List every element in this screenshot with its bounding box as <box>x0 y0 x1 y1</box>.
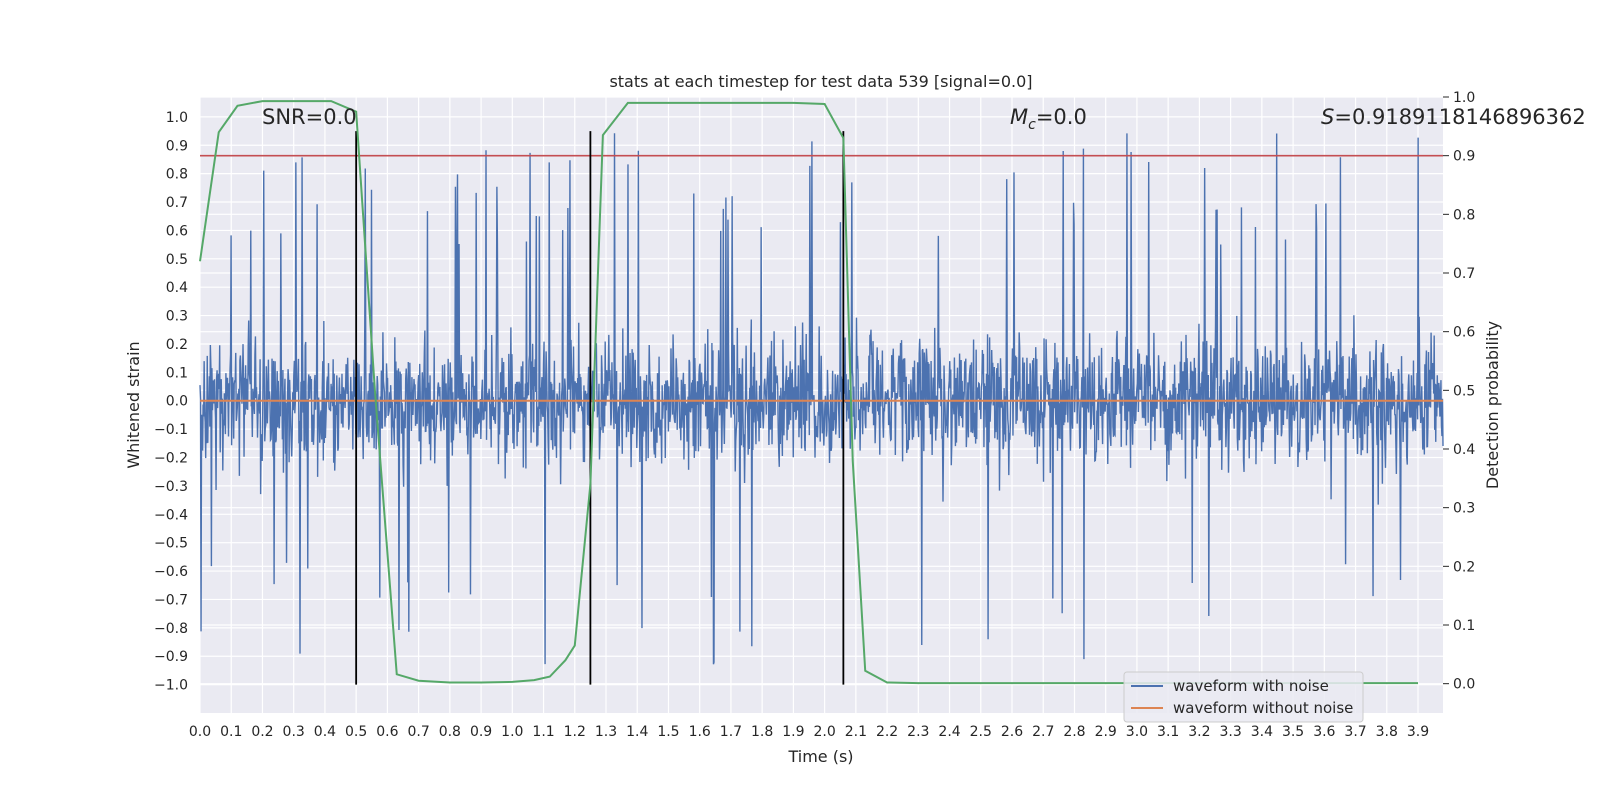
y-axis-label: Whitened strain <box>124 341 143 468</box>
y-tick-label: 0.6 <box>166 223 188 239</box>
y2-tick-label: 0.3 <box>1453 501 1475 517</box>
snr-annotation: SNR=0.0 <box>262 105 357 129</box>
x-tick-label: 0.7 <box>407 724 429 740</box>
x-tick-label: 1.2 <box>564 724 586 740</box>
y2-axis-label: Detection probability <box>1483 321 1502 489</box>
x-tick-label: 1.8 <box>751 724 773 740</box>
x-tick-label: 3.0 <box>1126 724 1148 740</box>
x-tick-label: 3.3 <box>1219 724 1241 740</box>
x-tick-label: 1.7 <box>720 724 742 740</box>
x-tick-label: 1.5 <box>657 724 679 740</box>
y-tick-label: −0.6 <box>154 564 188 580</box>
x-tick-label: 1.1 <box>532 724 554 740</box>
y2-tick-label: 0.0 <box>1453 677 1475 693</box>
y2-tick-label: 0.7 <box>1453 266 1475 282</box>
x-tick-label: 2.7 <box>1032 724 1054 740</box>
y2-tick-label: 1.0 <box>1453 90 1475 106</box>
y2-tick-labels: 1.0 0.9 0.8 0.7 0.6 0.5 0.4 0.3 0.2 0.1 0.0 <box>1443 90 1475 693</box>
series-detection-probability <box>199 100 1419 685</box>
y-tick-label: −0.1 <box>154 422 188 438</box>
y2-tick-label: 0.6 <box>1453 325 1475 341</box>
s-symbol: S <box>1321 105 1334 129</box>
y-tick-label: −0.7 <box>154 592 188 608</box>
x-tick-label: 2.4 <box>938 724 960 740</box>
mc-symbol: M <box>1010 105 1028 129</box>
x-tick-label: 3.4 <box>1251 724 1273 740</box>
legend-label-noise: waveform with noise <box>1173 677 1329 695</box>
s-annotation: S=0.9189118146896362 <box>1321 105 1586 129</box>
y-tick-label: −0.5 <box>154 536 188 552</box>
x-tick-label: 0.0 <box>189 724 211 740</box>
y-tick-label: 0.0 <box>166 394 188 410</box>
x-tick-label: 2.2 <box>876 724 898 740</box>
mc-subscript: c <box>1028 117 1036 133</box>
x-tick-labels: 0.0 0.1 0.2 0.3 0.4 0.5 0.6 0.7 0.8 0.9 1.0 1.1 1.2 1… <box>189 724 1429 740</box>
x-tick-label: 0.3 <box>283 724 305 740</box>
x-tick-label: 3.8 <box>1376 724 1398 740</box>
x-tick-label: 0.4 <box>314 724 336 740</box>
x-tick-label: 3.1 <box>1157 724 1179 740</box>
x-tick-label: 3.5 <box>1282 724 1304 740</box>
y-tick-label: 0.2 <box>166 337 188 353</box>
y-tick-label: −0.9 <box>154 649 188 665</box>
x-tick-label: 0.5 <box>345 724 367 740</box>
x-tick-label: 1.6 <box>689 724 711 740</box>
y-tick-label: 0.3 <box>166 309 188 325</box>
mc-value: =0.0 <box>1036 105 1087 129</box>
y2-tick-label: 0.5 <box>1453 383 1475 399</box>
x-tick-label: 3.7 <box>1344 724 1366 740</box>
x-axis-label: Time (s) <box>787 747 853 766</box>
y2-tick-label: 0.8 <box>1453 207 1475 223</box>
x-tick-label: 2.3 <box>907 724 929 740</box>
y-tick-label: 0.4 <box>166 280 188 296</box>
y-tick-label: 0.5 <box>166 252 188 268</box>
x-tick-label: 2.1 <box>845 724 867 740</box>
mc-annotation: Mc=0.0 <box>1010 105 1087 133</box>
x-tick-label: 3.6 <box>1313 724 1335 740</box>
y-tick-label: −0.4 <box>154 507 188 523</box>
x-tick-label: 2.9 <box>1095 724 1117 740</box>
y2-tick-label: 0.2 <box>1453 559 1475 575</box>
y-tick-label: −0.3 <box>154 479 188 495</box>
x-tick-label: 3.9 <box>1407 724 1429 740</box>
vertical-markers <box>355 131 845 685</box>
x-tick-label: 2.0 <box>813 724 835 740</box>
y-tick-labels: 1.0 0.9 0.8 0.7 0.6 0.5 0.4 0.3 0.2 0.1 0.0 −0.1 −0.… <box>154 110 188 694</box>
x-tick-label: 2.6 <box>1001 724 1023 740</box>
legend-box <box>1123 671 1364 723</box>
x-tick-label: 2.8 <box>1063 724 1085 740</box>
legend-label-clean: waveform without noise <box>1173 699 1353 717</box>
x-tick-label: 3.2 <box>1188 724 1210 740</box>
y-tick-label: −1.0 <box>154 678 188 694</box>
y-tick-label: 0.1 <box>166 365 188 381</box>
legend: waveform with noise waveform without noi… <box>1123 671 1364 723</box>
y2-tick-label: 0.1 <box>1453 618 1475 634</box>
x-tick-label: 1.9 <box>782 724 804 740</box>
x-tick-label: 0.1 <box>220 724 242 740</box>
x-tick-label: 1.0 <box>501 724 523 740</box>
y-tick-label: 0.7 <box>166 195 188 211</box>
x-tick-label: 1.3 <box>595 724 617 740</box>
x-tick-label: 0.9 <box>470 724 492 740</box>
y-tick-label: 1.0 <box>166 110 188 126</box>
x-tick-label: 0.8 <box>439 724 461 740</box>
x-tick-label: 2.5 <box>970 724 992 740</box>
x-tick-label: 1.4 <box>626 724 648 740</box>
x-tick-label: 0.2 <box>251 724 273 740</box>
y-tick-label: −0.8 <box>154 621 188 637</box>
chart-title: stats at each timestep for test data 539… <box>609 72 1032 91</box>
s-value: =0.9189118146896362 <box>1334 105 1585 129</box>
y2-tick-label: 0.4 <box>1453 442 1475 458</box>
y-tick-label: −0.2 <box>154 451 188 467</box>
y-tick-label: 0.9 <box>166 138 188 154</box>
x-tick-label: 0.6 <box>376 724 398 740</box>
y-tick-label: 0.8 <box>166 167 188 183</box>
y2-tick-label: 0.9 <box>1453 149 1475 165</box>
